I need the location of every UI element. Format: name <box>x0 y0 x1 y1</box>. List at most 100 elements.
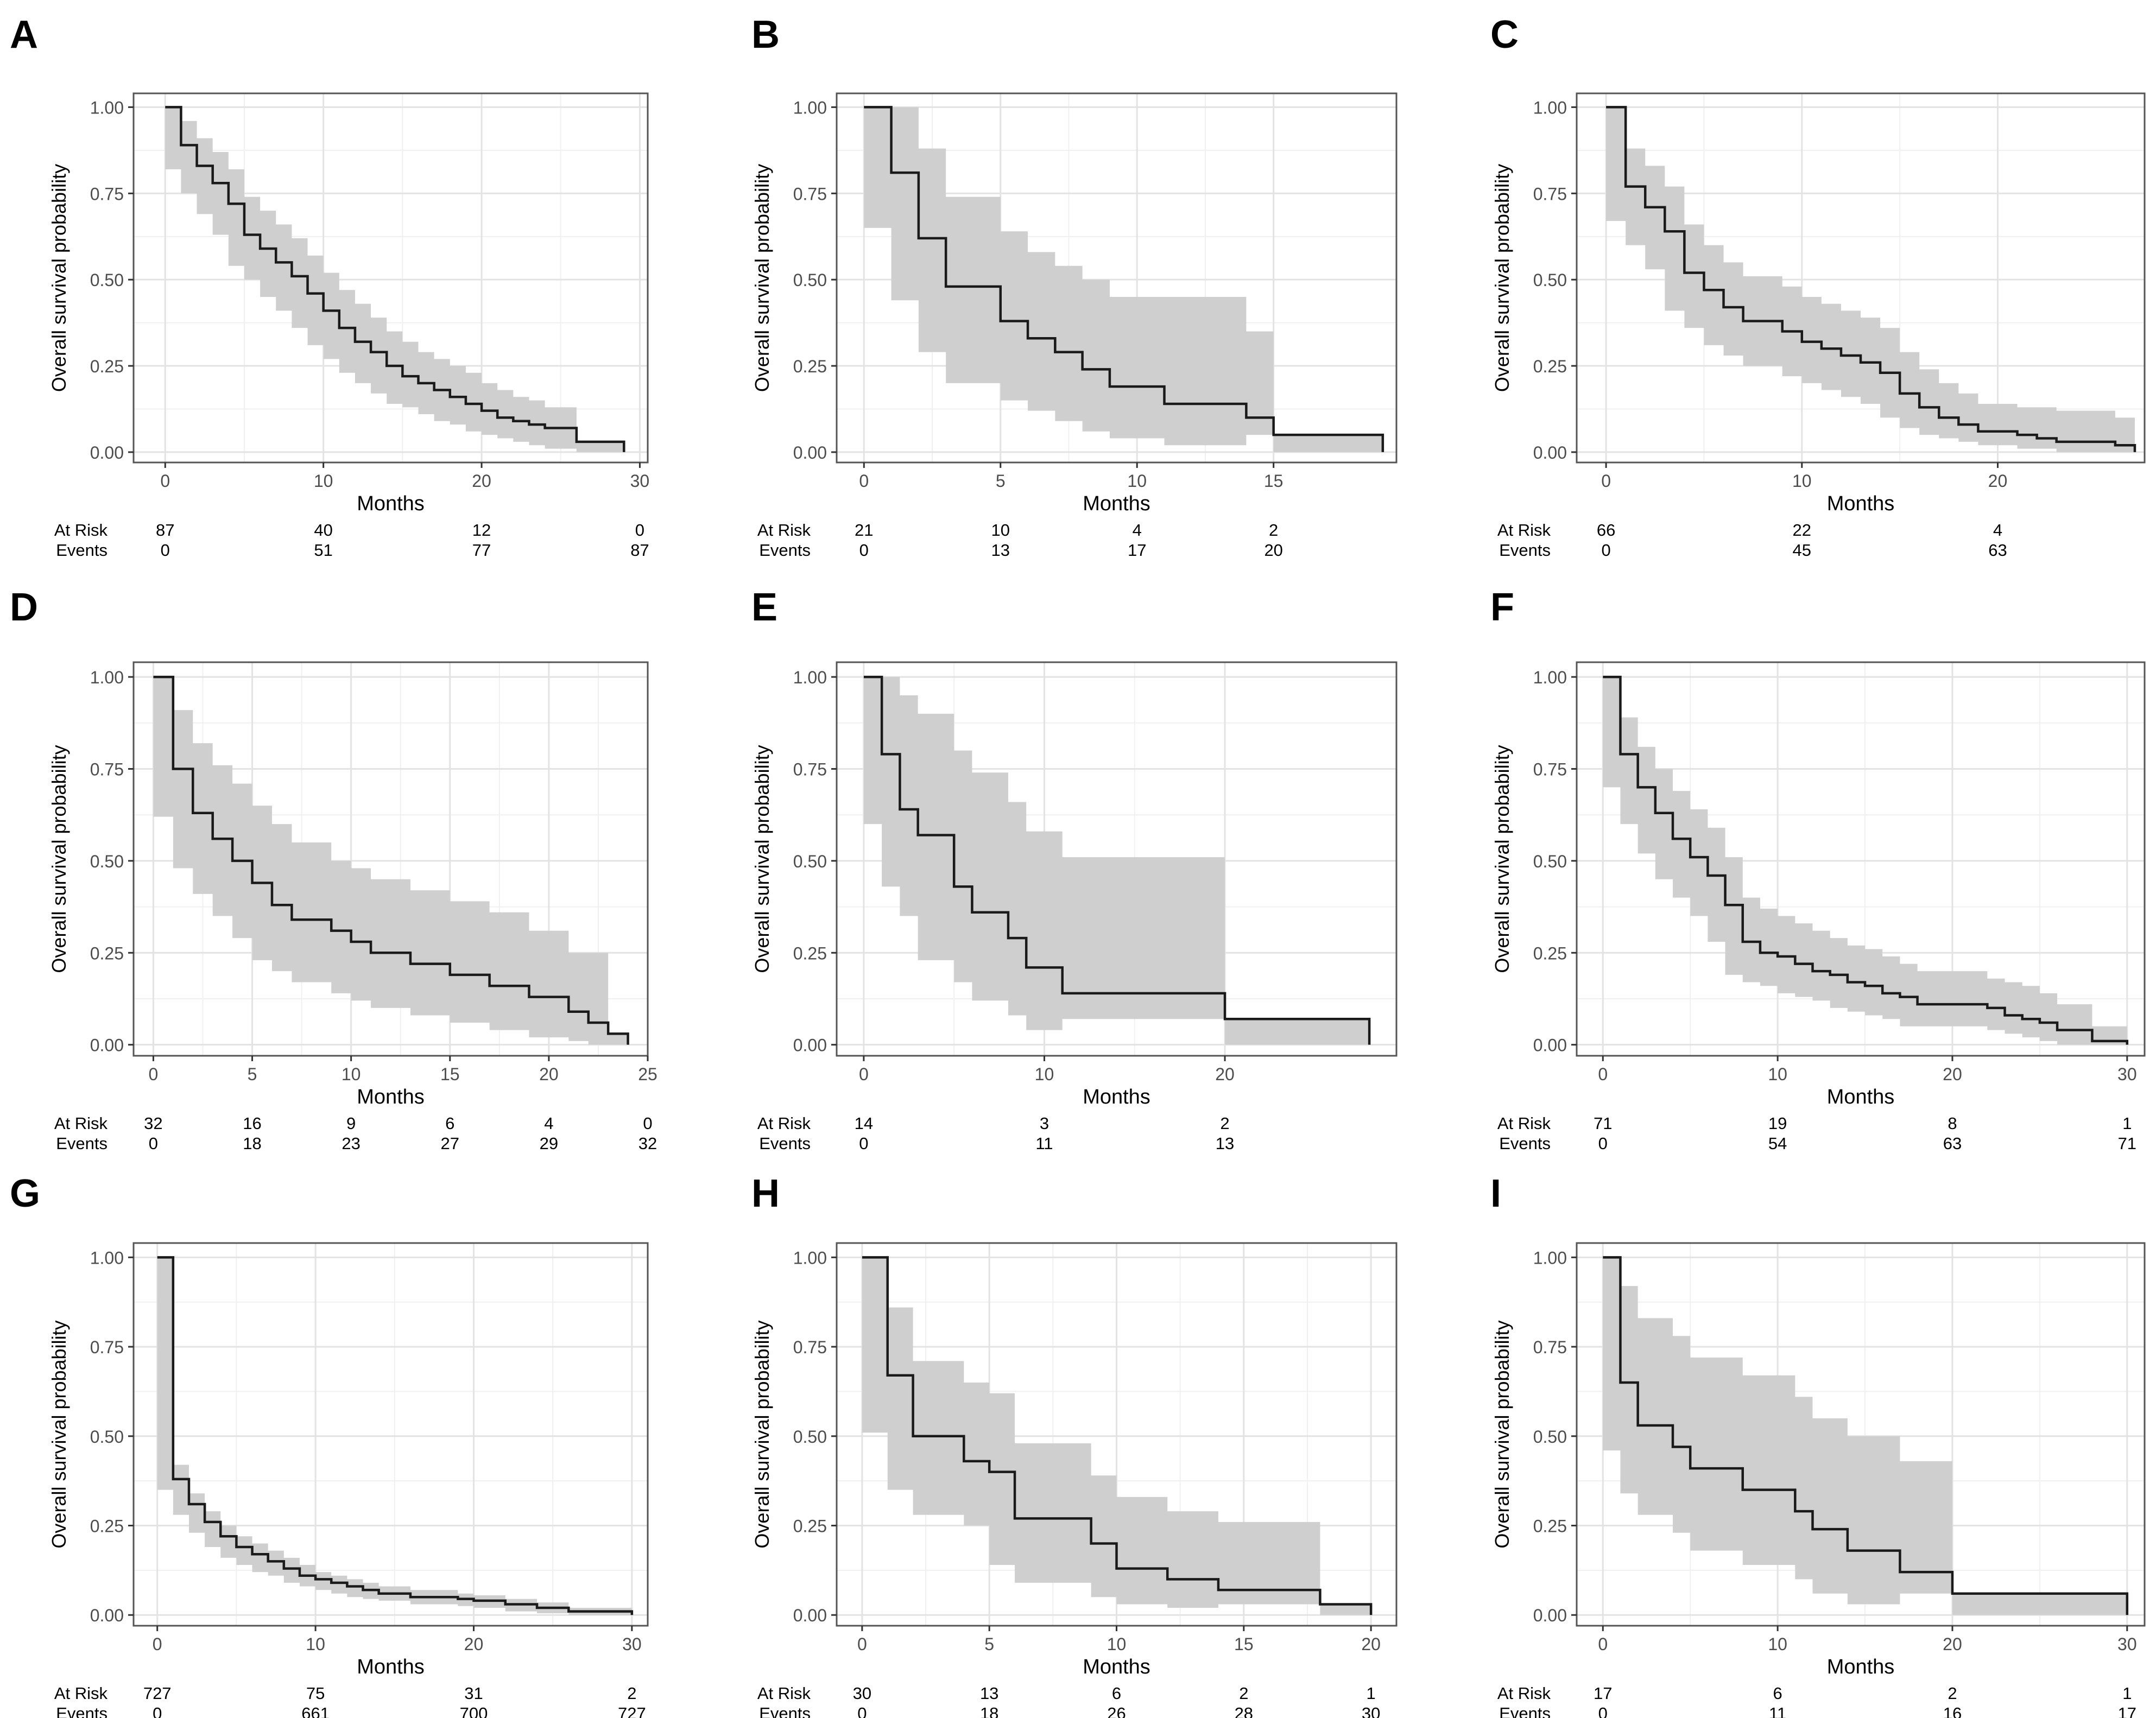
at-risk-value: 21 <box>855 521 873 540</box>
events-value: 77 <box>472 541 491 560</box>
y-tick-label: 0.00 <box>1533 1606 1567 1625</box>
x-axis-title: Months <box>1827 1656 1895 1678</box>
x-tick-label: 0 <box>1601 471 1611 491</box>
events-value: 63 <box>1988 541 2007 560</box>
at-risk-value: 1 <box>2122 1114 2132 1133</box>
survival-curve <box>1603 675 2129 1045</box>
x-tick-label: 0 <box>1598 1634 1608 1654</box>
at-risk-label: At Risk <box>54 1114 108 1133</box>
confidence-band <box>153 677 628 1045</box>
y-tick-label: 0.50 <box>1533 852 1567 871</box>
at-risk-value: 12 <box>472 521 491 540</box>
y-tick-label: 1.00 <box>90 668 124 687</box>
x-tick-label: 30 <box>2117 1064 2137 1084</box>
x-axis-title: Months <box>357 1086 425 1108</box>
events-value: 16 <box>1943 1704 1962 1718</box>
events-label: Events <box>56 1704 108 1718</box>
x-tick-label: 10 <box>306 1634 325 1654</box>
x-tick-label: 20 <box>472 471 491 491</box>
at-risk-label: At Risk <box>54 1684 108 1703</box>
x-tick-label: 0 <box>857 1634 867 1654</box>
at-risk-value: 31 <box>464 1684 483 1703</box>
at-risk-value: 2 <box>1239 1684 1248 1703</box>
y-tick-label: 0.25 <box>1533 1517 1567 1536</box>
at-risk-value: 66 <box>1597 521 1615 540</box>
plot-area <box>134 1243 648 1626</box>
at-risk-value: 22 <box>1793 521 1811 540</box>
y-tick-label: 0.75 <box>90 759 124 779</box>
confidence-band <box>1603 677 2127 1045</box>
y-tick-label: 0.50 <box>793 270 827 290</box>
events-value: 0 <box>1598 1134 1608 1153</box>
at-risk-label: At Risk <box>1497 521 1551 540</box>
events-value: 23 <box>342 1134 360 1153</box>
plot-border <box>1576 92 2146 464</box>
events-value: 0 <box>859 541 869 560</box>
y-axis-title: Overall survival probability <box>751 745 773 973</box>
events-value: 63 <box>1943 1134 1962 1153</box>
survival-curve <box>157 1256 634 1615</box>
at-risk-value: 1 <box>2122 1684 2132 1703</box>
x-axis-title: Months <box>1827 492 1895 515</box>
y-tick-label: 1.00 <box>1533 1248 1567 1267</box>
at-risk-value: 2 <box>1269 521 1278 540</box>
at-risk-value: 10 <box>991 521 1010 540</box>
events-value: 11 <box>1035 1134 1053 1153</box>
y-tick-label: 0.00 <box>1533 1036 1567 1055</box>
events-value: 0 <box>857 1704 867 1718</box>
events-value: 51 <box>314 541 332 560</box>
at-risk-value: 14 <box>855 1114 873 1133</box>
x-tick-label: 10 <box>1792 471 1812 491</box>
x-tick-label: 15 <box>1234 1634 1254 1654</box>
x-tick-label: 30 <box>622 1634 642 1654</box>
at-risk-label: At Risk <box>757 1684 811 1703</box>
x-axis-title: Months <box>1083 1656 1150 1678</box>
confidence-band <box>863 677 1370 1045</box>
at-risk-label: At Risk <box>1497 1684 1551 1703</box>
y-tick-label: 0.25 <box>793 1517 827 1536</box>
y-tick-label: 0.25 <box>793 357 827 376</box>
panel-label: A <box>10 13 38 56</box>
events-value: 0 <box>149 1134 158 1153</box>
at-risk-value: 727 <box>143 1684 172 1703</box>
y-tick-label: 1.00 <box>793 1248 827 1267</box>
events-value: 87 <box>630 541 649 560</box>
at-risk-value: 0 <box>635 521 644 540</box>
x-tick-label: 0 <box>859 471 869 491</box>
x-tick-label: 30 <box>630 471 650 491</box>
x-tick-label: 10 <box>1768 1634 1787 1654</box>
panel-label: D <box>10 586 38 629</box>
events-label: Events <box>1499 1704 1551 1718</box>
events-label: Events <box>56 541 108 560</box>
y-tick-label: 0.00 <box>90 1606 124 1625</box>
events-value: 54 <box>1768 1134 1787 1153</box>
plot-border <box>132 92 649 464</box>
events-value: 18 <box>980 1704 998 1718</box>
at-risk-value: 4 <box>1133 521 1142 540</box>
y-tick-label: 0.75 <box>90 1337 124 1357</box>
panel-label: E <box>751 586 777 629</box>
y-axis-title: Overall survival probability <box>1491 164 1513 392</box>
at-risk-value: 1 <box>1367 1684 1376 1703</box>
events-value: 18 <box>243 1134 261 1153</box>
y-tick-label: 0.00 <box>90 1036 124 1055</box>
confidence-band <box>864 107 1383 452</box>
at-risk-label: At Risk <box>757 1114 811 1133</box>
x-tick-label: 10 <box>1768 1064 1787 1084</box>
x-axis-title: Months <box>1827 1086 1895 1108</box>
y-tick-label: 0.75 <box>1533 1337 1567 1357</box>
y-tick-label: 0.25 <box>90 357 124 376</box>
events-value: 661 <box>301 1704 330 1718</box>
events-value: 17 <box>2118 1704 2136 1718</box>
events-value: 32 <box>638 1134 657 1153</box>
at-risk-value: 3 <box>1040 1114 1049 1133</box>
confidence-band <box>862 1257 1371 1615</box>
events-label: Events <box>759 1134 811 1153</box>
y-tick-label: 0.50 <box>793 852 827 871</box>
y-axis-title: Overall survival probability <box>751 1320 773 1548</box>
at-risk-value: 2 <box>1948 1684 1957 1703</box>
events-value: 30 <box>1362 1704 1380 1718</box>
events-value: 26 <box>1107 1704 1126 1718</box>
